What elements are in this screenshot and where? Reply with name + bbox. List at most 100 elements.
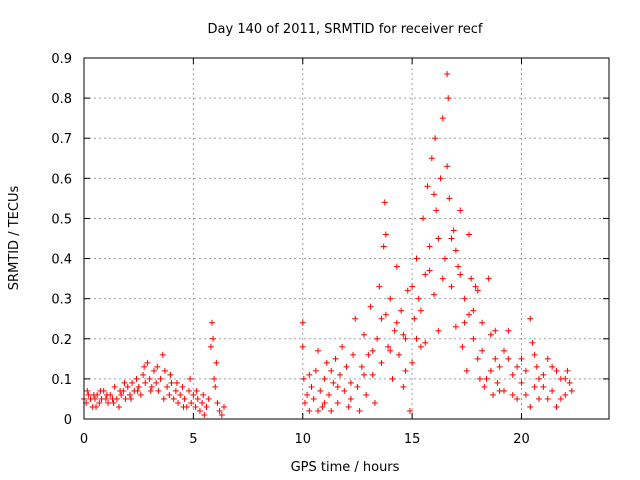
data-point bbox=[153, 379, 160, 386]
data-point bbox=[210, 335, 217, 342]
data-point bbox=[474, 355, 481, 362]
data-point bbox=[330, 379, 337, 386]
data-point bbox=[347, 379, 354, 386]
data-point bbox=[387, 347, 394, 354]
data-point bbox=[376, 283, 383, 290]
data-point bbox=[540, 383, 547, 390]
data-point bbox=[540, 371, 547, 378]
data-point bbox=[393, 319, 400, 326]
data-point bbox=[334, 383, 341, 390]
data-point bbox=[97, 387, 104, 394]
data-point bbox=[396, 351, 402, 358]
data-point bbox=[193, 387, 200, 394]
data-point bbox=[135, 383, 142, 390]
data-point bbox=[312, 367, 319, 374]
data-point bbox=[187, 375, 194, 382]
data-point bbox=[433, 207, 440, 214]
data-point bbox=[315, 347, 322, 354]
data-point bbox=[415, 295, 422, 302]
x-axis-label: GPS time / hours bbox=[291, 460, 400, 475]
data-point bbox=[299, 319, 306, 326]
data-point bbox=[363, 391, 370, 398]
data-point bbox=[544, 395, 551, 402]
data-point bbox=[568, 387, 575, 394]
data-point bbox=[457, 271, 464, 278]
data-point bbox=[374, 335, 381, 342]
data-point bbox=[336, 371, 343, 378]
data-point bbox=[142, 379, 149, 386]
data-point bbox=[431, 191, 437, 198]
y-axis-label: SRMTID / TECUs bbox=[7, 186, 22, 291]
data-point bbox=[509, 371, 516, 378]
data-point bbox=[522, 391, 529, 398]
data-point bbox=[529, 339, 536, 346]
data-point bbox=[128, 395, 135, 402]
data-point bbox=[367, 303, 374, 310]
data-point bbox=[385, 343, 392, 350]
data-point bbox=[479, 319, 486, 326]
data-point bbox=[553, 403, 560, 410]
data-point bbox=[446, 195, 453, 202]
data-point bbox=[186, 387, 192, 394]
tick-labels: 0 0.1 0.2 0.3 0.4 0.5 0.6 0.7 0.8 0.9 0 5 10 15 20 bbox=[51, 52, 529, 447]
data-point bbox=[301, 399, 308, 406]
data-point bbox=[180, 403, 187, 410]
data-point bbox=[518, 355, 525, 362]
data-point bbox=[490, 391, 497, 398]
data-point bbox=[448, 235, 455, 242]
data-point bbox=[211, 375, 218, 382]
data-point bbox=[459, 343, 466, 350]
data-point bbox=[323, 359, 330, 366]
data-point bbox=[417, 307, 424, 314]
data-point bbox=[124, 383, 131, 390]
data-point bbox=[381, 199, 388, 206]
data-point bbox=[452, 323, 459, 330]
data-point bbox=[417, 343, 424, 350]
data-point bbox=[194, 395, 201, 402]
data-point bbox=[474, 287, 481, 294]
x-tick-label: 10 bbox=[294, 432, 311, 447]
data-point bbox=[350, 351, 357, 358]
data-point bbox=[306, 371, 313, 378]
data-point bbox=[315, 407, 322, 414]
data-point bbox=[404, 287, 411, 294]
data-point bbox=[428, 155, 435, 162]
data-point bbox=[345, 403, 352, 410]
data-point bbox=[393, 263, 400, 270]
data-point bbox=[177, 391, 184, 398]
data-point bbox=[424, 183, 431, 190]
data-point bbox=[90, 391, 97, 398]
data-point bbox=[496, 363, 503, 370]
data-point bbox=[170, 395, 177, 402]
data-point bbox=[487, 331, 494, 338]
data-point bbox=[398, 307, 405, 314]
data-point bbox=[444, 71, 451, 78]
data-point bbox=[137, 391, 144, 398]
data-point bbox=[422, 271, 429, 278]
y-tick-label: 0.8 bbox=[51, 92, 72, 107]
data-point bbox=[461, 319, 468, 326]
data-point bbox=[147, 387, 154, 394]
data-point bbox=[536, 395, 542, 402]
data-point bbox=[110, 399, 117, 406]
data-point bbox=[413, 335, 420, 342]
data-point bbox=[439, 275, 446, 282]
data-point bbox=[562, 391, 569, 398]
data-point bbox=[218, 411, 225, 418]
data-point bbox=[411, 315, 418, 322]
data-point bbox=[435, 235, 442, 242]
data-point bbox=[531, 383, 538, 390]
data-point bbox=[117, 387, 124, 394]
data-point bbox=[557, 395, 564, 402]
data-point bbox=[326, 391, 332, 398]
data-point bbox=[310, 395, 317, 402]
data-point bbox=[369, 371, 376, 378]
data-point bbox=[455, 263, 462, 270]
data-point bbox=[126, 391, 133, 398]
data-point bbox=[445, 95, 452, 102]
data-point bbox=[549, 363, 556, 370]
data-point bbox=[356, 407, 363, 414]
data-point bbox=[129, 379, 136, 386]
data-point bbox=[470, 307, 477, 314]
data-point bbox=[151, 367, 157, 374]
